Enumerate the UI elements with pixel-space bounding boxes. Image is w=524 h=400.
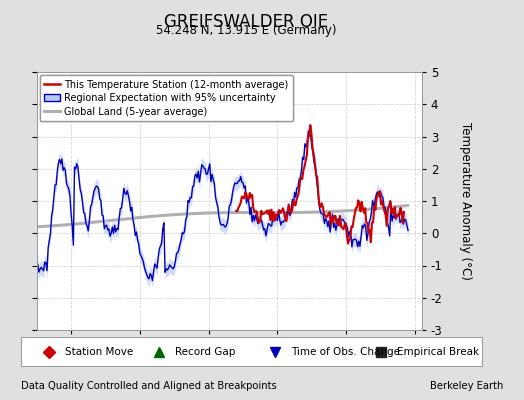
Text: Record Gap: Record Gap (176, 346, 236, 357)
Text: Berkeley Earth: Berkeley Earth (430, 381, 503, 391)
Text: Data Quality Controlled and Aligned at Breakpoints: Data Quality Controlled and Aligned at B… (21, 381, 277, 391)
Text: Station Move: Station Move (65, 346, 133, 357)
Text: 54.248 N, 13.915 E (Germany): 54.248 N, 13.915 E (Germany) (156, 24, 336, 37)
Y-axis label: Temperature Anomaly (°C): Temperature Anomaly (°C) (460, 122, 473, 280)
Legend: This Temperature Station (12-month average), Regional Expectation with 95% uncer: This Temperature Station (12-month avera… (40, 75, 293, 122)
Text: Empirical Break: Empirical Break (397, 346, 479, 357)
Text: Time of Obs. Change: Time of Obs. Change (291, 346, 400, 357)
Text: GREIFSWALDER OIE: GREIFSWALDER OIE (164, 13, 329, 31)
